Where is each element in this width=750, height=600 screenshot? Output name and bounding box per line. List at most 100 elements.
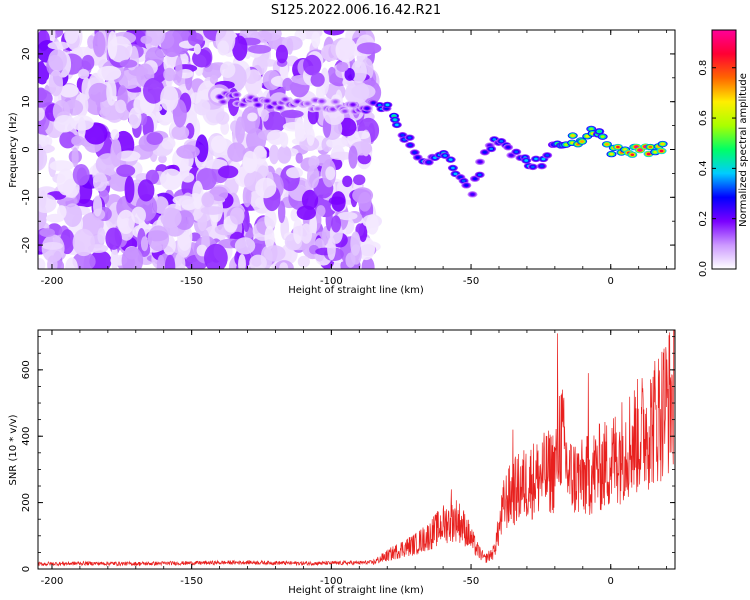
noise-blob [269,144,280,165]
noise-blob [351,60,367,84]
signal-blob [351,103,355,106]
noise-blob [156,254,165,269]
snr-panel: -200 -150 -100 -50 0 0 200 400 600 Height of st… [8,329,676,596]
noise-blob [172,195,195,205]
x-tick-label: 0 [608,576,614,587]
noise-blob [47,255,58,269]
noise-blob [48,69,63,97]
colorbar-tick-label: 0.6 [698,110,709,126]
noise-blob [160,207,182,229]
noise-blob [327,66,337,84]
noise-blob [107,30,118,60]
noise-blob [72,163,90,186]
noise-blob [39,190,47,209]
signal-blob [268,105,273,109]
noise-blob [255,177,277,199]
noise-blob [249,254,267,269]
signal-blob [482,151,487,154]
noise-blob [201,192,215,208]
noise-blob [93,195,103,217]
signal-blob [464,184,469,187]
noise-blob [72,251,96,269]
noise-blob [97,227,106,244]
noise-blob [146,132,164,146]
noise-blob [119,59,138,68]
signal-blob [600,135,605,138]
signal-blob [407,136,412,139]
signal-blob [514,150,519,154]
noise-blob [242,184,252,208]
noise-blob [171,125,190,140]
y-tick-label: 400 [21,427,32,446]
signal-blob [539,164,544,168]
noise-blob [193,99,211,116]
signal-blob [524,159,529,162]
signal-blob [616,145,620,149]
noise-blob [357,152,372,165]
signal-blob [371,101,376,105]
noise-blob [38,89,53,108]
noise-blob [71,147,79,168]
noise-blob [110,129,120,141]
signal-blob [609,152,614,156]
noise-blob [72,228,95,257]
signal-blob [295,100,300,103]
noise-blob [39,228,55,238]
signal-blob [408,143,413,147]
noise-blob [187,32,204,47]
signal-blob [492,138,497,141]
noise-blob [280,132,289,148]
noise-blob [311,31,321,49]
noise-blob [263,111,286,134]
noise-blob [116,164,136,177]
signal-blob [470,193,475,196]
signal-blob [570,141,574,145]
colorbar-frame [711,29,737,270]
noise-blob [65,257,78,269]
noise-blob [75,198,95,208]
snr-y-ticks: 0 200 400 600 [21,336,675,572]
noise-blob [321,44,341,62]
noise-blob [110,138,122,167]
signal-blob [385,103,390,107]
signal-blob [638,148,642,152]
colorbar-tick-label: 0.8 [698,60,709,76]
noise-blob [137,179,155,202]
noise-blob [217,165,239,179]
signal-blob [534,157,538,161]
signal-blob [333,100,338,103]
noise-blob [181,172,195,183]
y-tick-label: -10 [21,189,32,205]
noise-blob [110,245,119,269]
noise-blob [105,227,122,250]
noise-blob [190,92,202,104]
noise-blob [260,109,269,122]
signal-blob [254,98,259,102]
noise-blob [92,172,108,192]
signal-blob [659,149,664,153]
noise-blob [310,72,325,87]
noise-blob [294,128,307,142]
noise-blob [316,205,326,217]
noise-blob [164,254,176,269]
noise-blob [140,35,153,44]
snr-background [38,330,675,569]
snr-x-ticks: -200 -150 -100 -50 0 [41,330,668,587]
x-tick-label: -200 [41,276,64,287]
y-tick-label: -20 [21,237,32,253]
signal-blob [489,147,494,151]
signal-blob [265,99,270,103]
signal-blob [597,130,602,133]
noise-blob [316,83,325,103]
signal-blob [660,142,665,146]
noise-blob [106,78,117,106]
snr-y-label: SNR (10 * v/v) [8,414,19,485]
noise-blob [147,225,170,252]
noise-blob [354,130,370,140]
signal-blob [315,107,320,110]
signal-blob [240,103,245,106]
colorbar-ticks: 0.0 0.2 0.4 0.6 0.8 [698,60,736,277]
noise-blob [116,150,141,162]
